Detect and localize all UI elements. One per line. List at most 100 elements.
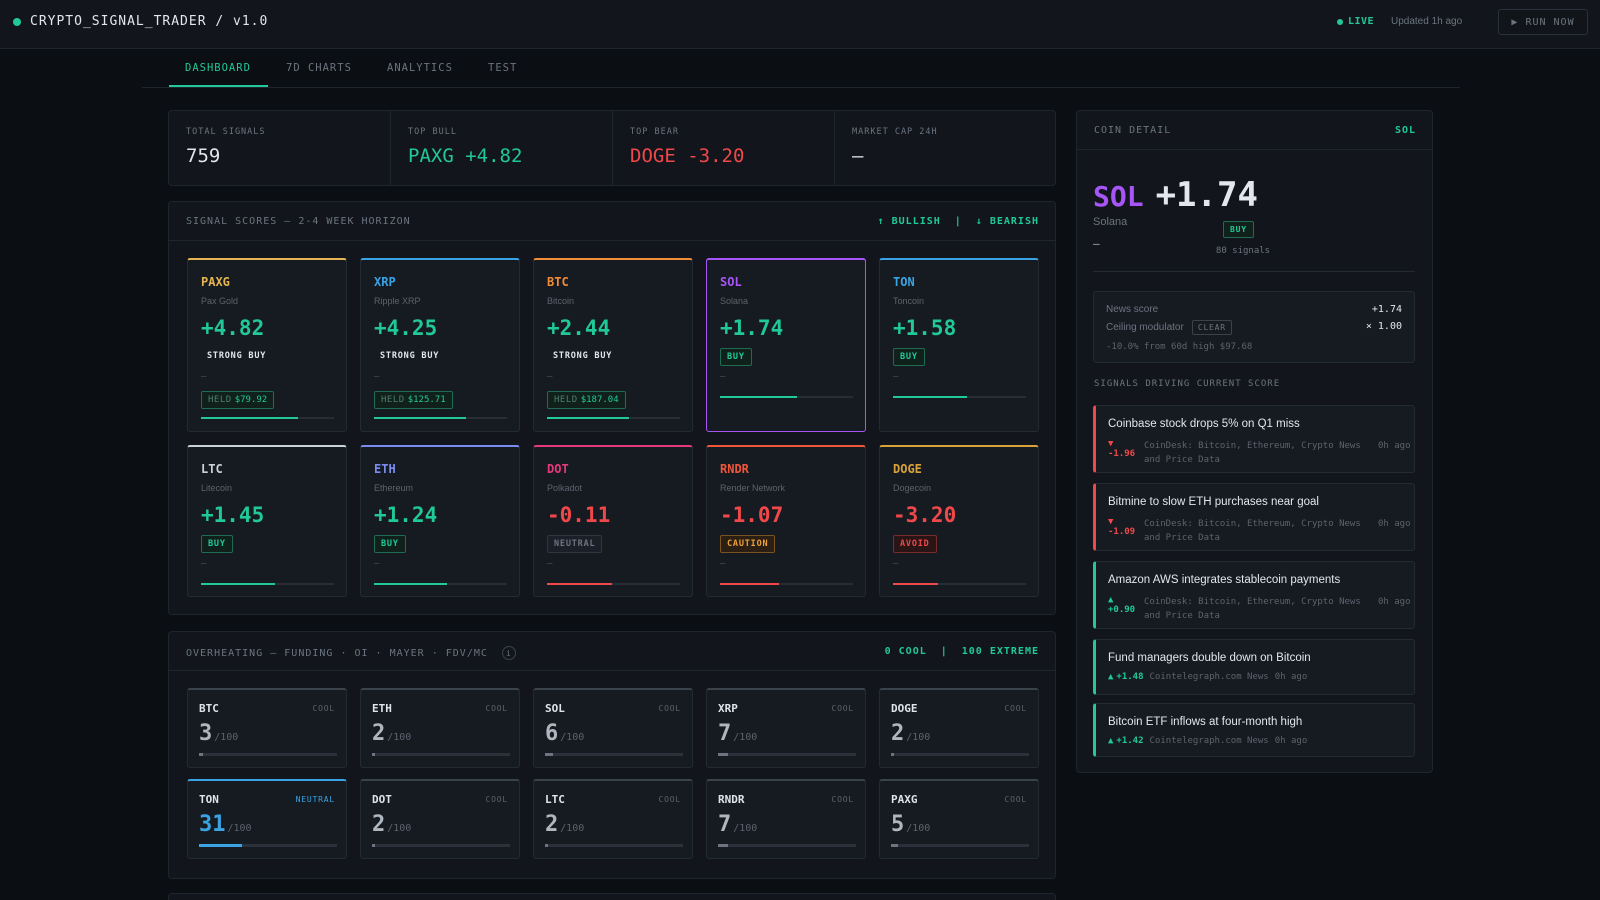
card-badge: BUY	[720, 348, 752, 366]
card-score: +2.44	[547, 316, 611, 340]
tab-test[interactable]: TEST	[488, 62, 518, 74]
tab-analytics[interactable]: ANALYTICS	[387, 62, 453, 74]
tile-symbol: ETH	[372, 702, 392, 715]
score-bar-fill	[374, 417, 466, 419]
overheating-title: OVERHEATING — FUNDING · OI · MAYER · FDV…	[186, 647, 488, 659]
tile-value-row: 2/100	[545, 812, 584, 837]
card-dash: —	[547, 559, 553, 569]
card-name: Bitcoin	[547, 296, 575, 306]
score-bar	[547, 417, 680, 419]
signal-scores-title: SIGNAL SCORES — 2-4 WEEK HORIZON	[186, 216, 411, 227]
card-symbol: TON	[893, 275, 915, 289]
overheat-tile-dot: DOT COOL 2/100	[360, 779, 520, 859]
heat-bar-fill	[891, 753, 894, 756]
tile-denominator: /100	[387, 732, 412, 743]
coin-symbol: SOL	[1093, 180, 1144, 213]
tile-symbol: SOL	[545, 702, 565, 715]
card-dash: —	[374, 559, 380, 569]
held-value: $187.04	[580, 395, 619, 405]
tile-denominator: /100	[227, 823, 252, 834]
signal-card-btc[interactable]: BTC Bitcoin +2.44 STRONG BUY — HELD $187.04	[533, 258, 693, 432]
tile-value: 5	[891, 812, 905, 837]
coin-detail-title: COIN DETAIL	[1094, 125, 1172, 136]
updated-timestamp: Updated 1h ago	[1391, 16, 1463, 27]
overheat-tile-ltc: LTC COOL 2/100	[533, 779, 693, 859]
tile-value: 6	[545, 721, 559, 746]
overheat-tile-sol: SOL COOL 6/100	[533, 688, 693, 768]
coin-detail-symbol-tag: SOL	[1394, 125, 1416, 136]
tile-value-row: 2/100	[372, 721, 411, 746]
divider	[1093, 271, 1415, 272]
score-bar	[893, 396, 1026, 398]
heat-bar	[545, 753, 683, 756]
card-dash: —	[893, 559, 899, 569]
score-bar-fill	[201, 583, 276, 585]
signal-card-xrp[interactable]: XRP Ripple XRP +4.25 STRONG BUY — HELD $125.71	[360, 258, 520, 432]
tile-value: 2	[891, 721, 905, 746]
card-score: -0.11	[547, 503, 611, 527]
live-label: LIVE	[1348, 16, 1375, 27]
tile-symbol: TON	[199, 793, 219, 806]
signal-card-ltc[interactable]: LTC Litecoin +1.45 BUY —	[187, 445, 347, 597]
card-symbol: SOL	[720, 275, 742, 289]
news-driver-item[interactable]: Fund managers double down on Bitcoin ▲ +1.…	[1093, 639, 1415, 695]
score-bar	[720, 396, 853, 398]
info-icon[interactable]: i	[501, 646, 516, 660]
active-tab-indicator	[169, 85, 268, 87]
tile-status: COOL	[831, 795, 854, 804]
tile-denominator: /100	[906, 823, 931, 834]
news-driver-item[interactable]: Bitmine to slow ETH purchases near goal ▼…	[1093, 483, 1415, 551]
signal-card-sol[interactable]: SOL Solana +1.74 BUY —	[706, 258, 866, 432]
overheat-tile-btc: BTC COOL 3/100	[187, 688, 347, 768]
tile-value: 2	[372, 812, 386, 837]
ceiling-badge: CLEAR	[1191, 320, 1232, 335]
news-driver-item[interactable]: Coinbase stock drops 5% on Q1 miss ▼ -1.96…	[1093, 405, 1415, 473]
stat-label: TOTAL SIGNALS	[186, 127, 266, 137]
card-symbol: ETH	[374, 462, 396, 476]
news-meta-row: ▲ +1.48 Cointelegraph.com News 0h ago	[1108, 672, 1307, 682]
run-now-button[interactable]: ▶ RUN NOW	[1498, 9, 1588, 35]
signal-card-doge[interactable]: DOGE Dogecoin -3.20 AVOID —	[879, 445, 1039, 597]
score-bar	[374, 583, 507, 585]
card-symbol: LTC	[201, 462, 223, 476]
news-source: Cointelegraph.com News	[1149, 736, 1269, 746]
signal-card-ton[interactable]: TON Toncoin +1.58 BUY —	[879, 258, 1039, 432]
tile-status: COOL	[831, 704, 854, 713]
tile-value-row: 7/100	[718, 812, 757, 837]
tile-denominator: /100	[560, 823, 585, 834]
news-driver-item[interactable]: Amazon AWS integrates stablecoin payment…	[1093, 561, 1415, 629]
stat-label: MARKET CAP 24H	[852, 127, 938, 137]
signal-card-paxg[interactable]: PAXG Pax Gold +4.82 STRONG BUY — HELD $79.92	[187, 258, 347, 432]
stat-top-bull: TOP BULL PAXG +4.82	[391, 111, 613, 185]
tile-symbol: RNDR	[718, 793, 745, 806]
heat-bar	[199, 753, 337, 756]
news-headline: Bitcoin ETF inflows at four-month high	[1108, 716, 1303, 728]
card-score: +1.24	[374, 503, 438, 527]
news-age: 0h ago	[1378, 597, 1411, 607]
tile-value: 3	[199, 721, 213, 746]
signal-card-dot[interactable]: DOT Polkadot -0.11 NEUTRAL —	[533, 445, 693, 597]
card-score: +4.82	[201, 316, 265, 340]
score-bar-fill	[547, 417, 630, 419]
tile-value-row: 5/100	[891, 812, 930, 837]
score-bar	[201, 417, 334, 419]
tab-7d-charts[interactable]: 7D CHARTS	[286, 62, 352, 74]
card-name: Dogecoin	[893, 483, 932, 493]
signal-card-eth[interactable]: ETH Ethereum +1.24 BUY —	[360, 445, 520, 597]
news-meta-row: ▲ +1.42 Cointelegraph.com News 0h ago	[1108, 736, 1307, 746]
stat-value: 759	[186, 145, 221, 167]
card-badge: BUY	[201, 535, 233, 553]
legend-bearish: ↓ BEARISH	[975, 216, 1039, 227]
stat-top-bear: TOP BEAR DOGE -3.20	[613, 111, 835, 185]
news-age: 0h ago	[1378, 441, 1411, 451]
tile-status: NEUTRAL	[295, 795, 335, 804]
score-bar	[893, 583, 1026, 585]
ceiling-label: Ceiling modulator	[1106, 322, 1184, 333]
tile-value: 2	[545, 812, 559, 837]
tile-status: COOL	[312, 704, 335, 713]
stat-market-cap: MARKET CAP 24H —	[835, 111, 1057, 185]
news-driver-item[interactable]: Bitcoin ETF inflows at four-month high ▲ +…	[1093, 703, 1415, 757]
tab-dashboard[interactable]: DASHBOARD	[185, 62, 251, 74]
arrow-up-icon: ▲	[1108, 595, 1114, 605]
signal-card-rndr[interactable]: RNDR Render Network -1.07 CAUTION —	[706, 445, 866, 597]
